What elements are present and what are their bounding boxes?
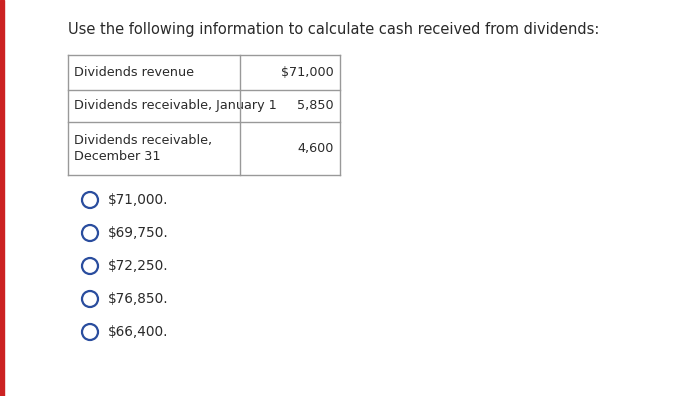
- Text: $69,750.: $69,750.: [108, 226, 169, 240]
- Text: Use the following information to calculate cash received from dividends:: Use the following information to calcula…: [68, 22, 599, 37]
- Text: Dividends receivable, January 1: Dividends receivable, January 1: [74, 99, 276, 112]
- Text: 5,850: 5,850: [298, 99, 334, 112]
- Text: $71,000.: $71,000.: [108, 193, 169, 207]
- Text: $76,850.: $76,850.: [108, 292, 169, 306]
- Text: $71,000: $71,000: [281, 66, 334, 79]
- Text: 4,600: 4,600: [298, 142, 334, 155]
- Text: Dividends receivable,
December 31: Dividends receivable, December 31: [74, 134, 212, 163]
- Text: $72,250.: $72,250.: [108, 259, 169, 273]
- Text: $66,400.: $66,400.: [108, 325, 169, 339]
- Bar: [0, 0, 4, 396]
- Text: Dividends revenue: Dividends revenue: [74, 66, 194, 79]
